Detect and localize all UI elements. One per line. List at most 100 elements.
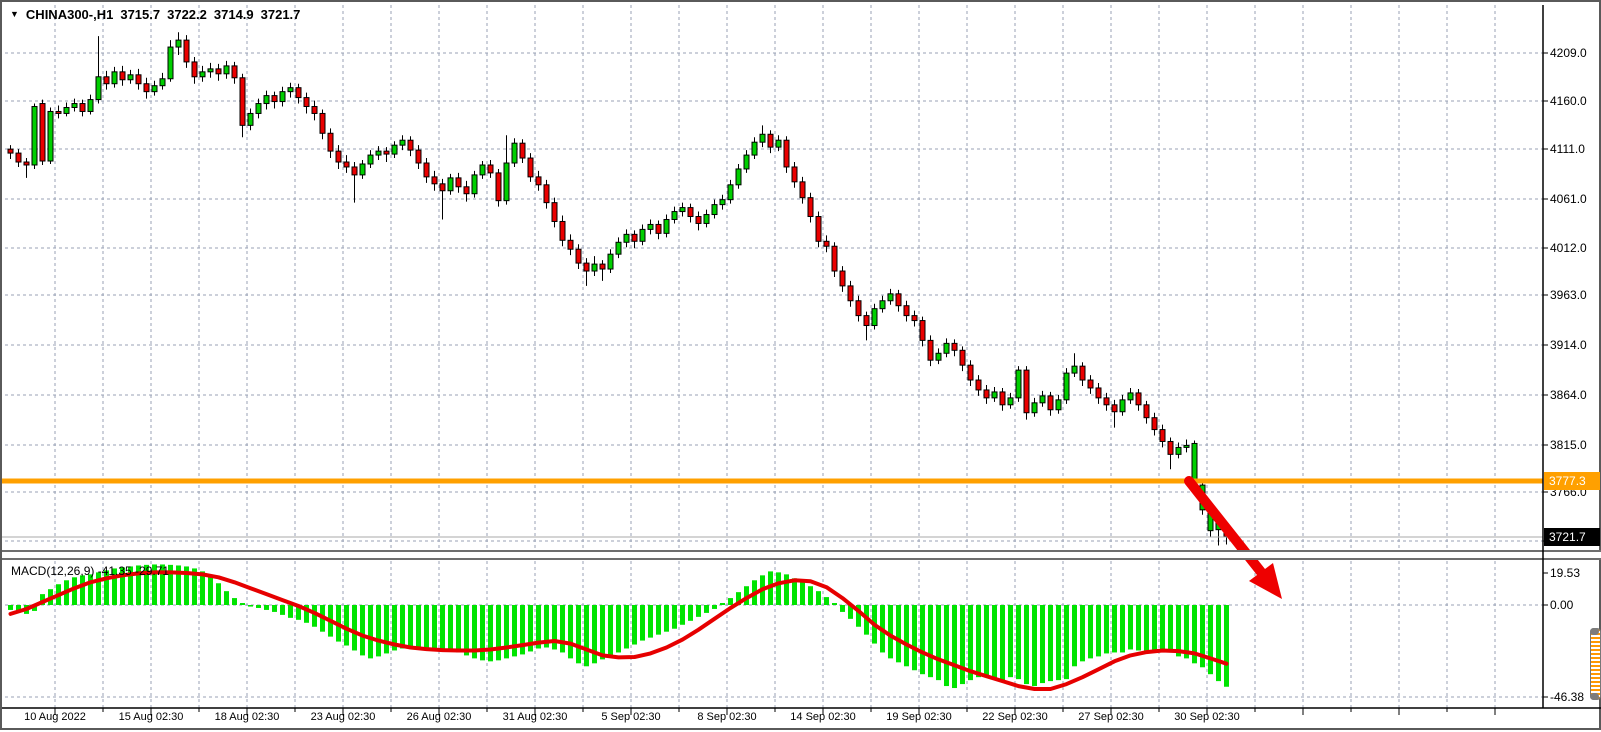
candle-bullish xyxy=(95,76,102,101)
macd-histogram-bar xyxy=(912,605,917,671)
candle-bullish xyxy=(751,141,758,156)
candle-bullish xyxy=(31,106,38,166)
candle-bearish xyxy=(767,133,774,148)
macd-histogram-bar xyxy=(984,605,989,677)
macd-histogram-bar xyxy=(1184,605,1189,659)
candle-bullish xyxy=(207,68,214,73)
candle-bearish xyxy=(543,184,550,204)
macd-histogram-bar xyxy=(640,605,645,641)
macd-histogram-bar xyxy=(952,605,957,689)
macd-axis-label: -46.38 xyxy=(1550,690,1585,704)
macd-histogram-bar xyxy=(1144,605,1149,651)
macd-histogram-bar xyxy=(1008,605,1013,678)
candle-bullish xyxy=(703,214,710,224)
candle-bullish xyxy=(1071,365,1078,374)
macd-histogram-bar xyxy=(1112,605,1117,653)
candle-bullish xyxy=(391,144,398,155)
candle-bullish xyxy=(263,95,270,105)
macd-histogram-bar xyxy=(848,605,853,619)
macd-histogram-bar xyxy=(720,603,725,605)
macd-histogram-bar xyxy=(144,564,149,605)
macd-histogram-bar xyxy=(728,598,733,605)
macd-histogram-bar xyxy=(112,568,117,605)
macd-histogram-bar xyxy=(176,565,181,605)
macd-histogram-bar xyxy=(584,605,589,667)
candle-bullish xyxy=(127,74,134,81)
time-axis-label: 10 Aug 2022 xyxy=(24,711,86,723)
time-axis-label: 18 Aug 02:30 xyxy=(214,711,280,723)
candle-bearish xyxy=(431,176,438,185)
macd-histogram-bar xyxy=(360,605,365,656)
candle-bearish xyxy=(895,293,902,307)
macd-histogram-bar xyxy=(920,605,925,675)
macd-histogram-bar xyxy=(8,605,13,610)
scrollbar-thumb[interactable] xyxy=(1590,628,1601,700)
candle-bullish xyxy=(591,263,598,272)
candle-bearish xyxy=(999,391,1006,406)
macd-histogram-bar xyxy=(424,605,429,648)
macd-histogram-bar xyxy=(40,594,45,605)
candle-bullish xyxy=(223,65,230,75)
macd-histogram-bar xyxy=(1128,605,1133,650)
candle-bullish xyxy=(623,233,630,243)
macd-histogram-bar xyxy=(104,570,109,605)
candle-bearish xyxy=(559,220,566,241)
time-axis-label: 5 Sep 02:30 xyxy=(601,711,661,723)
price-axis-label: 4111.0 xyxy=(1550,142,1585,156)
macd-histogram-bar xyxy=(88,574,93,605)
candle-bullish xyxy=(1031,402,1038,414)
candle-bullish xyxy=(87,99,94,112)
macd-histogram-bar xyxy=(232,598,237,605)
candle-bearish xyxy=(15,152,22,163)
macd-histogram-bar xyxy=(1048,605,1053,682)
macd-histogram-bar xyxy=(992,605,997,679)
time-axis-label: 23 Aug 02:30 xyxy=(310,711,376,723)
candle-bullish xyxy=(935,352,942,361)
price-axis-label: 3963.0 xyxy=(1550,288,1587,302)
macd-histogram-bar xyxy=(392,605,397,651)
macd-histogram-bar xyxy=(616,605,621,653)
candle-bearish xyxy=(1095,387,1102,399)
candle-bullish xyxy=(775,139,782,148)
macd-histogram-bar xyxy=(304,605,309,623)
candle-bullish xyxy=(679,207,686,213)
macd-histogram-bar xyxy=(448,605,453,650)
candle-bullish xyxy=(471,174,478,195)
price-axis-label: 4160.0 xyxy=(1550,94,1587,108)
macd-histogram-bar xyxy=(792,578,797,605)
candle-bearish xyxy=(959,349,966,366)
price-axis-label: 4209.0 xyxy=(1550,46,1587,60)
candle-bullish xyxy=(1183,444,1190,448)
candle-bearish xyxy=(327,132,334,152)
macd-histogram-bar xyxy=(1104,605,1109,654)
macd-histogram-bar xyxy=(976,605,981,678)
macd-histogram-bar xyxy=(368,605,373,659)
macd-histogram-bar xyxy=(464,605,469,656)
macd-histogram-bar xyxy=(1136,605,1141,651)
macd-histogram-bar xyxy=(456,605,461,653)
candle-bullish xyxy=(711,204,718,216)
candle-bearish xyxy=(847,285,854,302)
chart-menu-arrow-icon[interactable]: ▼ xyxy=(10,8,19,19)
quote-close: 3721.7 xyxy=(260,7,301,22)
macd-histogram-bar xyxy=(1152,605,1157,652)
macd-histogram-bar xyxy=(904,605,909,667)
candle-bullish xyxy=(503,162,510,202)
candle-bearish xyxy=(119,71,126,81)
candle-bearish xyxy=(103,76,110,85)
candle-bearish xyxy=(815,216,822,242)
candle-bearish xyxy=(7,148,14,154)
candle-bullish xyxy=(151,85,158,93)
candle-bearish xyxy=(975,379,982,391)
quote-high: 3722.2 xyxy=(167,7,207,22)
macd-histogram-bar xyxy=(504,605,509,659)
candle-bearish xyxy=(919,320,926,341)
macd-histogram-bar xyxy=(520,605,525,655)
trend-arrow-head[interactable] xyxy=(1249,563,1282,599)
macd-histogram-bar xyxy=(192,568,197,605)
macd-histogram-bar xyxy=(296,605,301,620)
candle-bullish xyxy=(447,177,454,192)
candle-bearish xyxy=(1023,369,1030,414)
macd-histogram-bar xyxy=(32,605,37,611)
